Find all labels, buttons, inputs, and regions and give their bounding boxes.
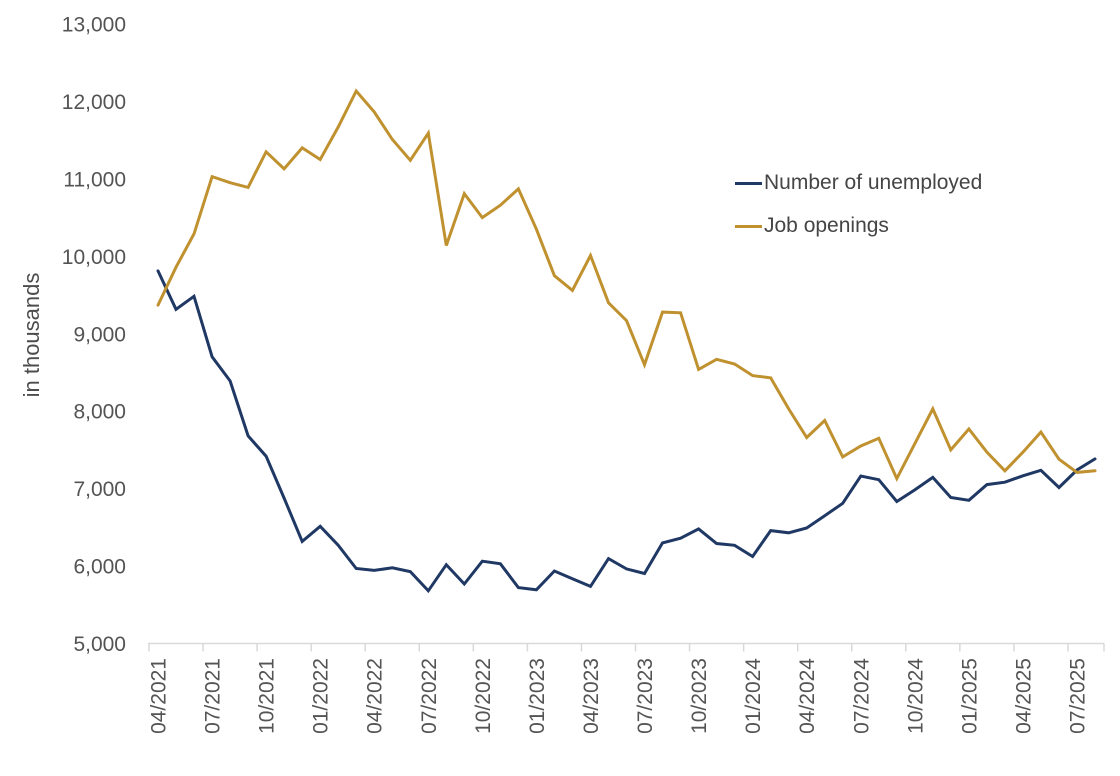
legend-entry-unemployed: Number of unemployed <box>735 170 982 196</box>
legend: Number of unemployed Job openings <box>735 170 982 239</box>
x-tick-label: 04/2024 <box>796 658 819 734</box>
y-tick-label: 6,000 <box>73 556 126 579</box>
y-tick-label: 10,000 <box>62 246 126 269</box>
legend-entry-openings: Job openings <box>735 213 982 239</box>
unemployed-legend-line-icon <box>735 181 762 185</box>
x-tick-label: 10/2023 <box>688 658 711 734</box>
x-tick-label: 07/2024 <box>850 658 873 734</box>
unemployed-line <box>156 269 1097 594</box>
x-tick-label: 01/2024 <box>742 658 765 734</box>
x-tick-label: 04/2025 <box>1012 658 1035 734</box>
x-tick-label: 01/2025 <box>958 658 981 734</box>
x-tick-label: 07/2022 <box>418 658 441 734</box>
openings-legend-line-icon <box>735 224 762 228</box>
y-tick-label: 8,000 <box>73 401 126 424</box>
y-tick-label: 7,000 <box>73 478 126 501</box>
y-tick-label: 9,000 <box>73 323 126 346</box>
x-tick-label: 01/2022 <box>310 658 333 734</box>
x-tick-label: 07/2023 <box>634 658 657 734</box>
x-tick-label: 04/2023 <box>580 658 603 734</box>
x-tick-label: 10/2024 <box>904 658 927 734</box>
x-tick-label: 07/2025 <box>1066 658 1089 734</box>
legend-label-unemployed: Number of unemployed <box>764 171 983 194</box>
x-tick-label: 04/2021 <box>148 658 171 734</box>
y-tick-label: 12,000 <box>62 91 126 114</box>
x-tick-label: 10/2021 <box>256 658 279 734</box>
y-tick-label: 13,000 <box>62 14 126 37</box>
x-tick-label: 10/2022 <box>472 658 495 734</box>
legend-label-openings: Job openings <box>764 214 889 237</box>
x-tick-label: 07/2021 <box>202 658 225 734</box>
job-openings-line <box>156 88 1097 483</box>
x-tick-label: 04/2022 <box>364 658 387 734</box>
x-tick-label: 01/2023 <box>526 658 549 734</box>
y-axis-title: in thousands <box>19 272 44 398</box>
y-tick-label: 5,000 <box>73 633 126 656</box>
y-tick-label: 11,000 <box>63 168 126 191</box>
